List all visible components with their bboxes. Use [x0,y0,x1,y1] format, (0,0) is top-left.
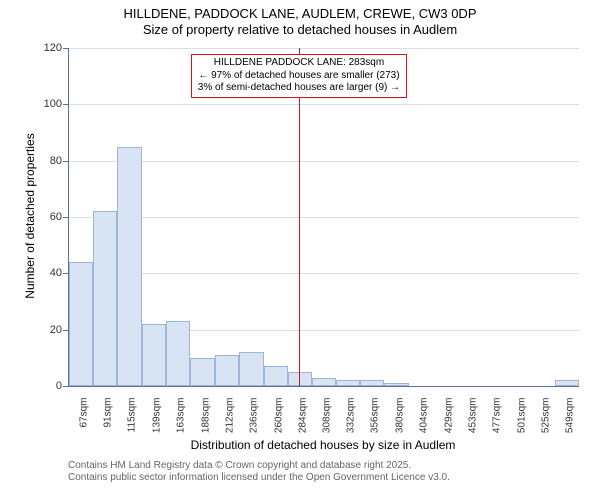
x-tick-label: 91sqm [103,398,114,428]
histogram-bar [336,380,360,386]
y-tick-label: 0 [0,380,62,392]
chart-container: HILLDENE, PADDOCK LANE, AUDLEM, CREWE, C… [0,0,600,500]
plot-area: HILLDENE PADDOCK LANE: 283sqm← 97% of de… [68,48,579,387]
gridline [69,48,579,49]
y-tick-label: 20 [0,324,62,336]
histogram-bar [117,147,141,386]
histogram-bar [312,378,336,386]
x-tick-label: 404sqm [418,398,429,434]
title-block: HILLDENE, PADDOCK LANE, AUDLEM, CREWE, C… [0,0,600,39]
histogram-bar [384,383,408,386]
histogram-bar [288,372,312,386]
x-tick-label: 260sqm [273,398,284,434]
x-tick-label: 139sqm [151,398,162,434]
x-tick-label: 501sqm [516,398,527,434]
histogram-bar [93,211,117,386]
x-tick-label: 453sqm [468,398,479,434]
x-tick-label: 525sqm [540,398,551,434]
x-tick-label: 212sqm [225,398,236,434]
annotation-line: ← 97% of detached houses are smaller (27… [198,70,400,83]
y-tick-label: 120 [0,42,62,54]
x-tick-label: 429sqm [443,398,454,434]
x-tick-label: 477sqm [492,398,503,434]
gridline [69,104,579,105]
gridline [69,273,579,274]
gridline [69,217,579,218]
x-axis-title: Distribution of detached houses by size … [68,438,578,452]
x-tick-label: 308sqm [322,398,333,434]
title-main: HILLDENE, PADDOCK LANE, AUDLEM, CREWE, C… [0,6,600,22]
y-tick-label: 100 [0,98,62,110]
x-tick-label: 188sqm [201,398,212,434]
y-tick-mark [63,386,68,387]
y-tick-mark [63,48,68,49]
footer-line1: Contains HM Land Registry data © Crown c… [68,460,450,472]
x-tick-label: 380sqm [394,398,405,434]
y-tick-mark [63,273,68,274]
histogram-bar [166,321,190,386]
x-tick-label: 284sqm [297,398,308,434]
histogram-bar [69,262,93,386]
x-tick-label: 549sqm [564,398,575,434]
title-sub: Size of property relative to detached ho… [0,22,600,38]
y-tick-label: 60 [0,211,62,223]
y-tick-mark [63,217,68,218]
annotation-line: 3% of semi-detached houses are larger (9… [198,82,400,95]
x-tick-label: 356sqm [370,398,381,434]
x-tick-label: 115sqm [127,398,138,433]
x-tick-label: 67sqm [79,398,90,428]
histogram-bar [555,380,579,386]
annotation-box: HILLDENE PADDOCK LANE: 283sqm← 97% of de… [191,54,407,98]
footer-line2: Contains public sector information licen… [68,472,450,484]
x-tick-label: 236sqm [249,398,260,434]
y-tick-mark [63,330,68,331]
y-tick-label: 40 [0,267,62,279]
histogram-bar [360,380,384,386]
histogram-bar [215,355,239,386]
y-tick-mark [63,104,68,105]
gridline [69,161,579,162]
histogram-bar [264,366,288,386]
reference-line [299,48,300,386]
annotation-line: HILLDENE PADDOCK LANE: 283sqm [198,57,400,70]
x-tick-label: 332sqm [346,398,357,434]
footer-text: Contains HM Land Registry data © Crown c… [68,460,450,484]
y-tick-mark [63,161,68,162]
x-tick-label: 163sqm [175,398,186,434]
histogram-bar [190,358,215,386]
histogram-bar [239,352,263,386]
y-tick-label: 80 [0,155,62,167]
histogram-bar [142,324,166,386]
